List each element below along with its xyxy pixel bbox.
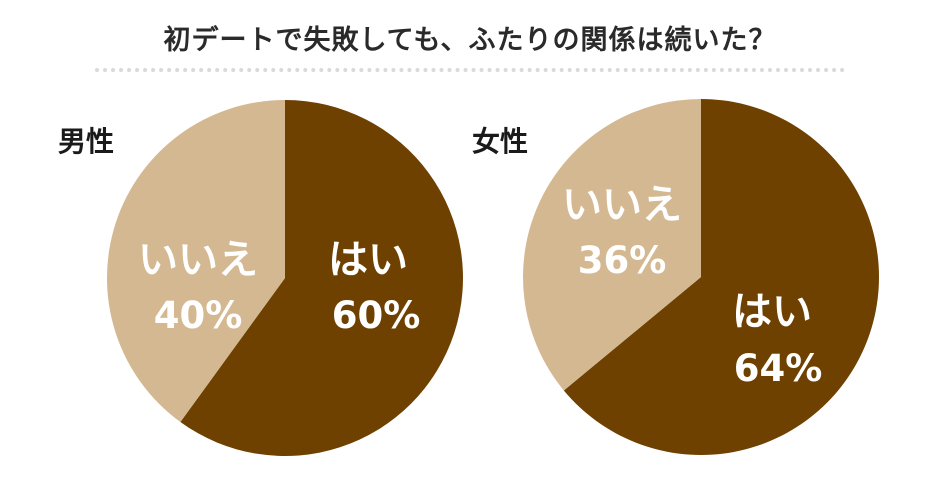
pie-slice-male-no bbox=[106, 99, 285, 423]
slice-label-male-yes: はい bbox=[328, 237, 408, 283]
slice-label-male-no: いいえ bbox=[138, 237, 258, 283]
pie-slice-male-yes bbox=[180, 100, 463, 457]
slice-value-male-yes: 60% bbox=[332, 294, 421, 337]
pie-label-female: 女性 bbox=[472, 125, 529, 158]
pie-label-male: 男性 bbox=[58, 125, 115, 158]
title-divider bbox=[95, 68, 845, 72]
slice-value-male-no: 40% bbox=[154, 294, 243, 337]
chart-title: 初デートで失敗しても、ふたりの関係は続いた？ bbox=[163, 25, 777, 56]
